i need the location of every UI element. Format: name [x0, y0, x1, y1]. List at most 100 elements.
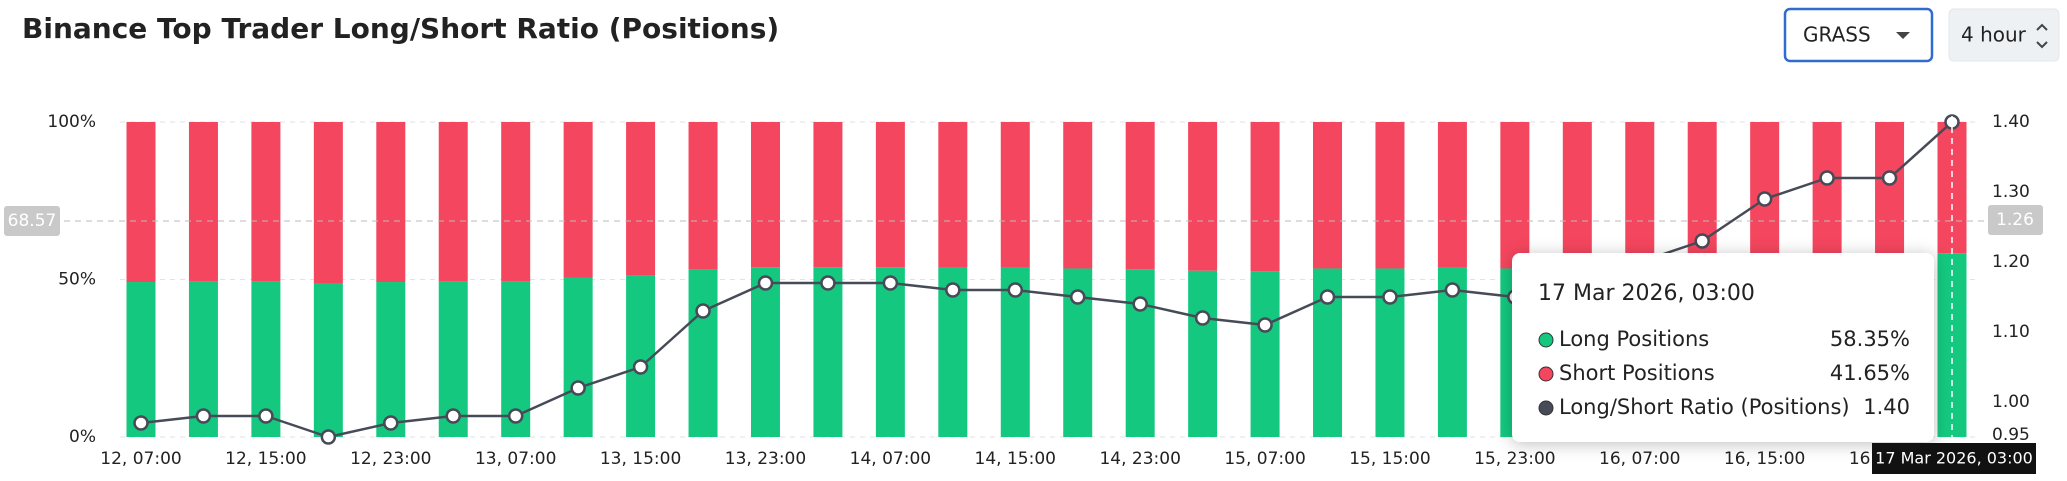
- ratio-point: [757, 275, 774, 291]
- ratio-point: [1319, 289, 1336, 305]
- ratio-point: [1756, 191, 1773, 207]
- x-tick-label: 12, 15:00: [225, 449, 306, 469]
- long-bar: [376, 282, 406, 437]
- short-bar: [1000, 122, 1030, 268]
- crosshair-y2-label: 1.26: [1996, 210, 2034, 230]
- symbol-select-label: GRASS: [1803, 23, 1871, 47]
- short-bar: [875, 122, 905, 268]
- dropdown-arrow: [1896, 32, 1910, 39]
- short-bar: [251, 122, 281, 282]
- ratio-point: [1881, 170, 1898, 186]
- x-tick-label: 16, 07:00: [1599, 449, 1680, 469]
- chart-title: Binance Top Trader Long/Short Ratio (Pos…: [22, 12, 779, 45]
- tooltip-swatch: [1538, 400, 1554, 416]
- y-tick-label: 50%: [58, 270, 96, 290]
- y2-tick-label: 1.00: [1992, 392, 2030, 412]
- short-bar: [376, 122, 406, 283]
- x-tick-label: 15, 23:00: [1474, 449, 1555, 469]
- crosshair-y2-box: [1988, 205, 2043, 235]
- long-bar: [1250, 271, 1280, 437]
- short-bar: [626, 122, 656, 276]
- ratio-point: [258, 408, 274, 424]
- short-bar: [188, 122, 218, 282]
- ratio-point: [1132, 296, 1148, 312]
- short-bar: [1812, 122, 1842, 258]
- tooltip-value: 41.65%: [1830, 361, 1910, 385]
- short-bar: [1125, 122, 1155, 270]
- short-bar: [1188, 122, 1218, 271]
- y2-tick-label: 1.20: [1992, 252, 2030, 272]
- ratio-point: [570, 380, 586, 396]
- stepper-arrows: [2036, 23, 2048, 49]
- ratio-point: [507, 408, 524, 424]
- ratio-point: [1007, 282, 1024, 298]
- short-bar: [1750, 122, 1780, 260]
- y-tick-label: 100%: [47, 112, 96, 132]
- tooltip-title: 17 Mar 2026, 03:00: [1538, 281, 1755, 306]
- short-bar: [1313, 122, 1343, 269]
- short-bar: [688, 122, 718, 270]
- ratio-point: [195, 408, 212, 424]
- short-bar: [1375, 122, 1405, 269]
- long-bar: [813, 267, 843, 437]
- tooltip-box: [1512, 253, 1934, 442]
- short-bar: [501, 122, 531, 282]
- short-bar: [750, 122, 780, 268]
- short-bar: [1562, 122, 1592, 268]
- short-bar: [563, 122, 593, 278]
- tooltip-value: 58.35%: [1830, 327, 1910, 351]
- short-bar: [313, 122, 343, 284]
- short-bar: [1063, 122, 1093, 269]
- ratio-point: [1444, 282, 1461, 298]
- interval-select-label: 4 hour: [1961, 23, 2027, 47]
- interval-select[interactable]: [1948, 8, 2060, 62]
- tooltip-swatch: [1538, 366, 1554, 382]
- tooltip-swatch: [1538, 332, 1554, 348]
- tooltip-series-name: Long Positions: [1559, 327, 1709, 351]
- ratio-point: [945, 282, 961, 298]
- short-bar: [1875, 122, 1905, 258]
- ratio-point: [1819, 170, 1835, 186]
- short-bar: [938, 122, 968, 268]
- short-bar: [1437, 122, 1467, 268]
- long-bar: [875, 267, 905, 437]
- short-bar: [1250, 122, 1280, 272]
- y2-tick-label: 1.10: [1992, 322, 2030, 342]
- ratio-point: [820, 275, 836, 291]
- x-tick-label: 12, 07:00: [100, 449, 181, 469]
- short-bar: [126, 122, 156, 283]
- long-bar: [688, 269, 718, 437]
- ratio-point: [695, 303, 711, 319]
- y2-tick-label: 0.95: [1992, 425, 2030, 445]
- ratio-point: [1257, 317, 1273, 333]
- short-bar: [813, 122, 843, 268]
- ratio-point: [133, 415, 149, 431]
- long-bar: [750, 267, 780, 437]
- x-tick-label: 13, 15:00: [600, 449, 681, 469]
- ratio-point: [1069, 289, 1086, 305]
- long-bar: [1125, 269, 1155, 437]
- symbol-select[interactable]: [1783, 7, 1934, 63]
- ratio-point: [1194, 310, 1211, 326]
- ratio-point: [445, 408, 461, 424]
- crosshair-y-box: [4, 206, 60, 237]
- x-tick-label: 13, 07:00: [475, 449, 556, 469]
- x-tick-label: 15, 07:00: [1224, 449, 1305, 469]
- x-tick-label: 14, 15:00: [975, 449, 1056, 469]
- long-bar: [1937, 253, 1967, 437]
- ratio-point: [1694, 233, 1710, 249]
- x-tick-label: 16, 15:00: [1724, 449, 1805, 469]
- x-tick-label: 12, 23:00: [350, 449, 431, 469]
- long-bar: [626, 275, 656, 437]
- x-tick-label: 15, 15:00: [1349, 449, 1430, 469]
- x-tick-label: 14, 23:00: [1099, 449, 1180, 469]
- tooltip-series-name: Short Positions: [1559, 361, 1715, 385]
- short-bar: [1500, 122, 1530, 269]
- ratio-point: [882, 275, 899, 291]
- y2-tick-label: 1.40: [1992, 112, 2030, 132]
- long-bar: [313, 283, 343, 437]
- long-bar: [563, 277, 593, 437]
- tooltip-value: 1.40: [1863, 395, 1910, 419]
- crosshair-x-label: 17 Mar 2026, 03:00: [1875, 449, 2033, 468]
